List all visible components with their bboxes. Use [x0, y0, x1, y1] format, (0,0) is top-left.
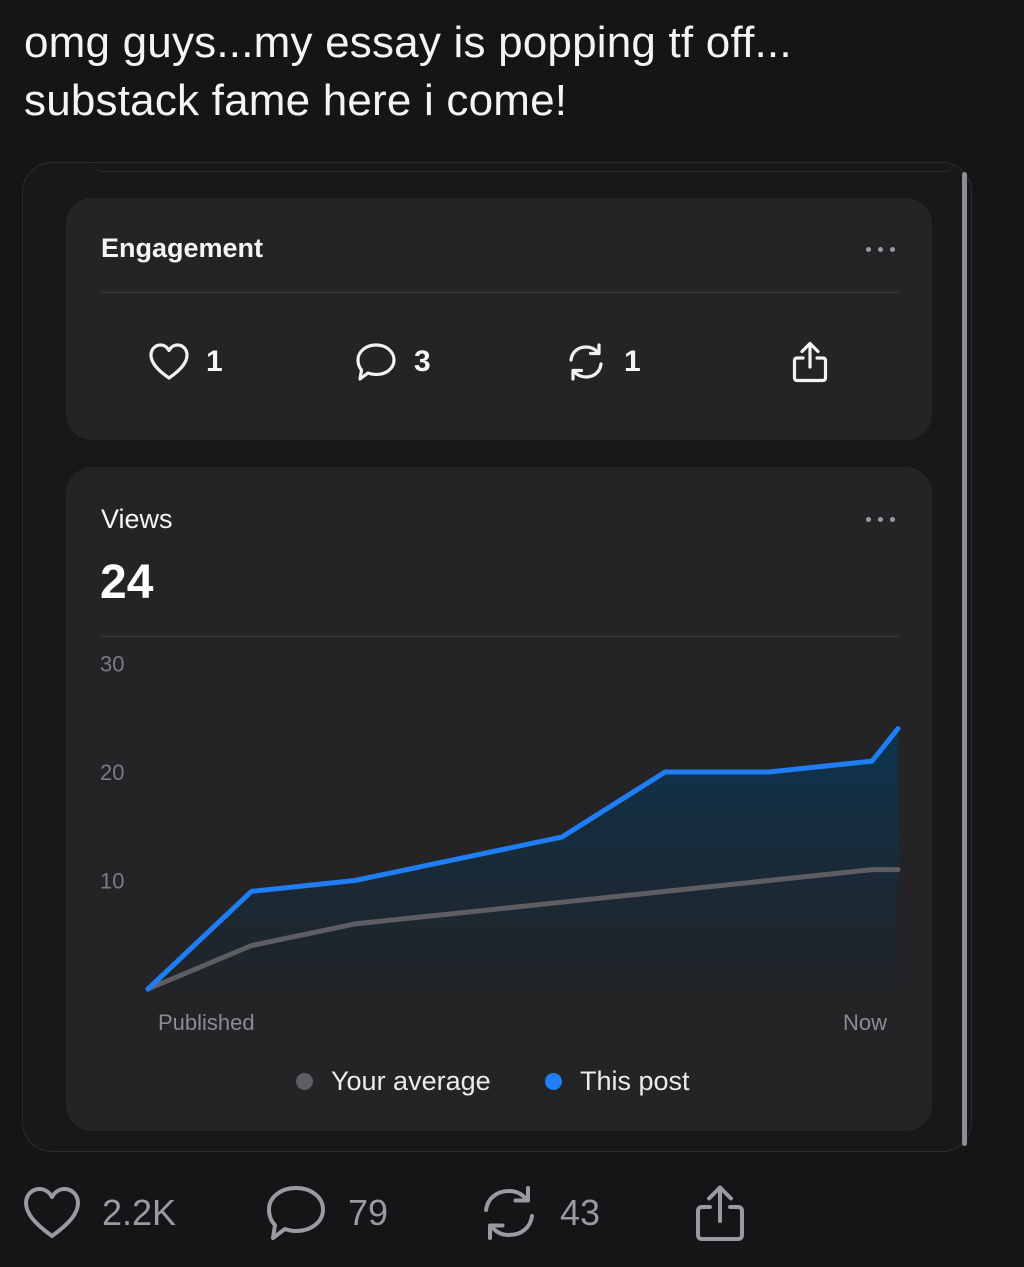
comments-count: 3	[414, 345, 431, 378]
post-action-bar: 2.2K 79 43	[0, 1180, 1024, 1250]
frame-top-edge	[93, 163, 953, 172]
views-title: Views	[101, 504, 173, 534]
restacks-count: 1	[624, 345, 641, 378]
x-label-published: Published	[158, 1010, 255, 1035]
restacks-count: 43	[560, 1192, 601, 1233]
restack-button[interactable]: 43	[478, 1180, 600, 1246]
engagement-title: Engagement	[101, 233, 264, 263]
likes-count: 1	[206, 345, 223, 378]
comments-count: 79	[348, 1192, 389, 1233]
legend-item-your-average: Your average	[296, 1061, 491, 1101]
share-icon	[696, 1185, 744, 1241]
scrollbar[interactable]	[962, 172, 967, 1146]
engagement-card: Engagement 1 3 1	[66, 198, 932, 440]
legend-dot	[545, 1072, 562, 1090]
restack-icon	[569, 343, 603, 381]
post-text-line-1: omg guys...my essay is popping tf off...	[24, 18, 792, 67]
comment-button[interactable]: 79	[264, 1180, 388, 1246]
share-icon	[792, 341, 828, 383]
heart-icon	[24, 1187, 80, 1238]
restack-icon	[484, 1186, 534, 1240]
more-options-icon[interactable]	[866, 245, 896, 255]
views-card: Views 24 10 20 30 Published Now Your average…	[66, 467, 932, 1131]
legend-item-this-post: This post	[545, 1061, 690, 1101]
divider	[101, 636, 898, 637]
divider	[101, 292, 898, 293]
legend-dot	[296, 1072, 313, 1090]
comment-icon	[356, 343, 396, 381]
y-tick-label: 10	[100, 869, 124, 894]
series-line-your-average	[145, 867, 901, 992]
heart-icon	[149, 343, 189, 380]
y-tick-label: 20	[100, 760, 124, 785]
likes-stat[interactable]: 1	[148, 340, 223, 384]
post-text-line-2: substack fame here i come!	[24, 76, 568, 125]
views-total: 24	[100, 556, 154, 609]
likes-count: 2.2K	[102, 1192, 177, 1233]
comments-stat[interactable]: 3	[354, 340, 431, 384]
like-button[interactable]: 2.2K	[22, 1180, 176, 1246]
this-post-area	[148, 728, 898, 989]
y-tick-label: 30	[100, 652, 124, 677]
series-line-this-post	[145, 726, 901, 992]
restacks-stat[interactable]: 1	[564, 340, 641, 384]
views-chart: 10 20 30 Published Now	[100, 652, 901, 1035]
legend-label: Your average	[331, 1065, 491, 1096]
post-text: omg guys...my essay is popping tf off...…	[24, 14, 984, 130]
legend-label: This post	[580, 1065, 690, 1096]
more-options-icon[interactable]	[866, 515, 896, 525]
share-button[interactable]	[690, 1180, 750, 1246]
share-stat[interactable]	[790, 340, 830, 384]
comment-icon	[267, 1186, 325, 1240]
x-label-now: Now	[843, 1010, 887, 1035]
